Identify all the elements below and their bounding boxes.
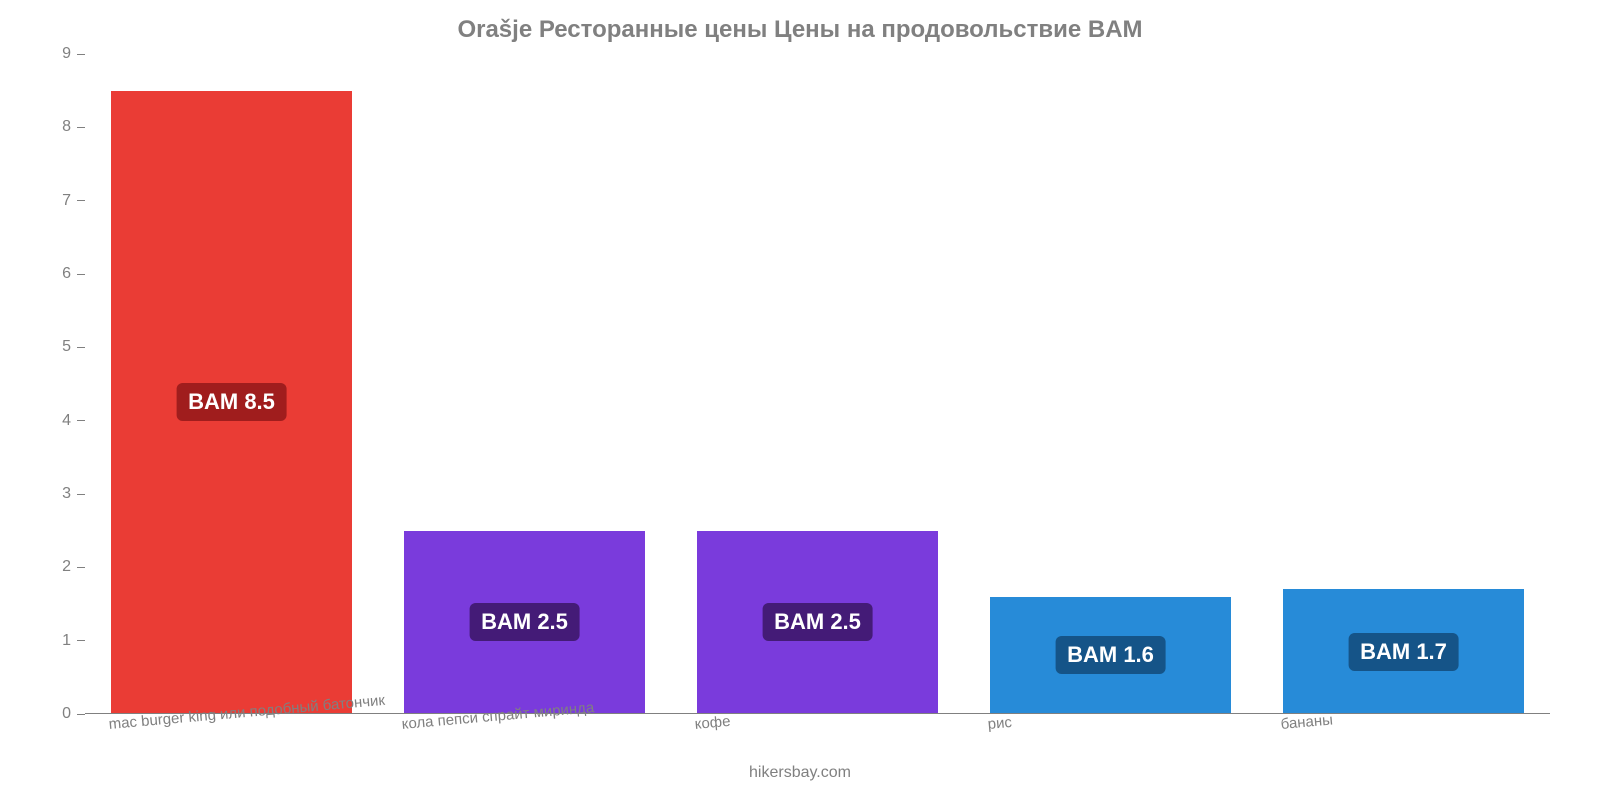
value-badge: BAM 8.5 xyxy=(176,383,287,421)
x-label-slot: рис xyxy=(964,714,1257,764)
x-axis-category-label: кофе xyxy=(694,713,731,733)
y-tick-label: 9 xyxy=(62,45,77,63)
y-tick: 2 xyxy=(30,558,85,576)
bar-slot: BAM 8.5 xyxy=(85,54,378,714)
bar-slot: BAM 2.5 xyxy=(671,54,964,714)
value-badge: BAM 2.5 xyxy=(762,603,873,641)
y-tick: 6 xyxy=(30,265,85,283)
y-tick-label: 5 xyxy=(62,338,77,356)
y-tick-mark xyxy=(77,640,85,641)
x-label-slot: кола пепси спрайт миринда xyxy=(378,714,671,764)
y-tick: 1 xyxy=(30,632,85,650)
y-tick: 3 xyxy=(30,485,85,503)
x-label-slot: mac burger king или подобный батончик xyxy=(85,714,378,764)
attribution-text: hikersbay.com xyxy=(30,764,1570,782)
bars-container: BAM 8.5 BAM 2.5 BAM 2.5 BAM 1.6 BAM 1.7 xyxy=(85,54,1550,714)
y-tick: 4 xyxy=(30,412,85,430)
y-axis: 0123456789 xyxy=(75,54,85,714)
y-tick-label: 7 xyxy=(62,192,77,210)
bar: BAM 1.6 xyxy=(990,597,1230,714)
y-tick: 0 xyxy=(30,705,85,723)
y-tick-label: 1 xyxy=(62,632,77,650)
y-tick-mark xyxy=(77,494,85,495)
price-bar-chart: Orašje Ресторанные цены Цены на продовол… xyxy=(0,0,1600,800)
bar-slot: BAM 1.6 xyxy=(964,54,1257,714)
y-tick-label: 4 xyxy=(62,412,77,430)
value-badge: BAM 2.5 xyxy=(469,603,580,641)
bar: BAM 2.5 xyxy=(404,531,644,714)
y-tick-mark xyxy=(77,54,85,55)
x-axis-labels: mac burger king или подобный батончиккол… xyxy=(85,714,1550,764)
y-tick-mark xyxy=(77,714,85,715)
chart-title: Orašje Ресторанные цены Цены на продовол… xyxy=(30,16,1570,44)
y-tick-mark xyxy=(77,127,85,128)
y-tick-mark xyxy=(77,274,85,275)
y-tick-label: 6 xyxy=(62,265,77,283)
plot-area: 0123456789 BAM 8.5BAM 2.5BAM 2.5BAM 1.6B… xyxy=(85,54,1550,714)
bar-slot: BAM 2.5 xyxy=(378,54,671,714)
x-label-slot: кофе xyxy=(671,714,964,764)
bar: BAM 1.7 xyxy=(1283,589,1523,714)
value-badge: BAM 1.6 xyxy=(1055,636,1166,674)
y-tick-mark xyxy=(77,420,85,421)
y-tick-label: 0 xyxy=(62,705,77,723)
y-tick-mark xyxy=(77,347,85,348)
y-tick-mark xyxy=(77,567,85,568)
y-tick: 5 xyxy=(30,338,85,356)
x-axis-category-label: рис xyxy=(987,714,1013,733)
bar: BAM 2.5 xyxy=(697,531,937,714)
y-tick: 8 xyxy=(30,118,85,136)
bar-slot: BAM 1.7 xyxy=(1257,54,1550,714)
y-tick-label: 2 xyxy=(62,558,77,576)
x-axis-category-label: бананы xyxy=(1280,711,1334,732)
bar: BAM 8.5 xyxy=(111,91,351,714)
value-badge: BAM 1.7 xyxy=(1348,633,1459,671)
y-tick: 9 xyxy=(30,45,85,63)
x-label-slot: бананы xyxy=(1257,714,1550,764)
y-tick-label: 8 xyxy=(62,118,77,136)
y-tick: 7 xyxy=(30,192,85,210)
y-tick-label: 3 xyxy=(62,485,77,503)
y-tick-mark xyxy=(77,200,85,201)
